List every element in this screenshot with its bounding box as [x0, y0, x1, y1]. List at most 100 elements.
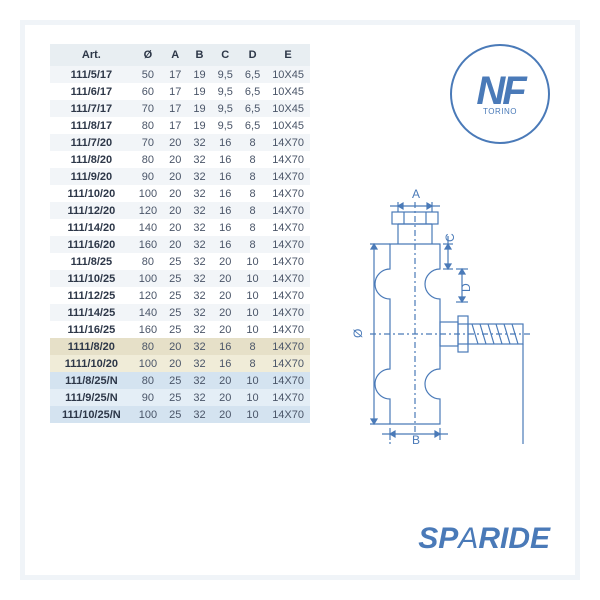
table-cell: 111/10/25 — [50, 270, 133, 287]
table-row: 111/9/25/N902532201014X70 — [50, 389, 310, 406]
brand-logo: SPARIDE — [418, 522, 550, 556]
table-cell: 160 — [133, 236, 163, 253]
table-cell: 20 — [212, 287, 239, 304]
table-cell: 70 — [133, 100, 163, 117]
table-cell: 19 — [187, 117, 211, 134]
table-row: 111/12/20120203216814X70 — [50, 202, 310, 219]
table-cell: 10 — [239, 321, 266, 338]
table-row: 111/8/25/N802532201014X70 — [50, 372, 310, 389]
table-cell: 14X70 — [266, 134, 310, 151]
table-row: 111/7/177017199,56,510X45 — [50, 100, 310, 117]
table-cell: 20 — [163, 151, 187, 168]
table-cell: 111/12/25 — [50, 287, 133, 304]
table-cell: 9,5 — [212, 117, 239, 134]
table-cell: 17 — [163, 83, 187, 100]
table-cell: 120 — [133, 287, 163, 304]
table-cell: 32 — [187, 389, 211, 406]
table-cell: 1111/10/20 — [50, 355, 133, 372]
table-cell: 140 — [133, 219, 163, 236]
table-cell: 9,5 — [212, 83, 239, 100]
table-cell: 14X70 — [266, 185, 310, 202]
table-cell: 111/7/17 — [50, 100, 133, 117]
table-row: 1111/8/2080203216814X70 — [50, 338, 310, 355]
table-cell: 32 — [187, 270, 211, 287]
table-cell: 80 — [133, 253, 163, 270]
table-cell: 20 — [163, 134, 187, 151]
table-cell: 100 — [133, 355, 163, 372]
table-cell: 8 — [239, 236, 266, 253]
table-cell: 100 — [133, 185, 163, 202]
table-cell: 111/7/20 — [50, 134, 133, 151]
table-cell: 111/9/20 — [50, 168, 133, 185]
table-cell: 16 — [212, 236, 239, 253]
table-cell: 14X70 — [266, 338, 310, 355]
table-cell: 111/8/20 — [50, 151, 133, 168]
table-cell: 1111/8/20 — [50, 338, 133, 355]
table-cell: 20 — [212, 389, 239, 406]
table-cell: 25 — [163, 287, 187, 304]
table-cell: 10 — [239, 287, 266, 304]
table-cell: 19 — [187, 66, 211, 83]
table-cell: 32 — [187, 253, 211, 270]
table-row: 111/6/176017199,56,510X45 — [50, 83, 310, 100]
table-row: 111/9/2090203216814X70 — [50, 168, 310, 185]
table-cell: 16 — [212, 168, 239, 185]
table-cell: 14X70 — [266, 321, 310, 338]
table-cell: 32 — [187, 134, 211, 151]
col-art: Art. — [50, 44, 133, 66]
table-cell: 32 — [187, 202, 211, 219]
table-cell: 20 — [163, 219, 187, 236]
table-cell: 111/14/25 — [50, 304, 133, 321]
table-cell: 32 — [187, 321, 211, 338]
table-cell: 80 — [133, 151, 163, 168]
table-cell: 8 — [239, 338, 266, 355]
table-cell: 80 — [133, 117, 163, 134]
table-cell: 20 — [212, 406, 239, 423]
table-cell: 25 — [163, 372, 187, 389]
table-row: 111/10/25/N1002532201014X70 — [50, 406, 310, 423]
table-row: 111/14/20140203216814X70 — [50, 219, 310, 236]
table-cell: 111/8/25/N — [50, 372, 133, 389]
table-cell: 14X70 — [266, 270, 310, 287]
table-cell: 16 — [212, 134, 239, 151]
table-cell: 25 — [163, 321, 187, 338]
table-cell: 111/5/17 — [50, 66, 133, 83]
table-cell: 14X70 — [266, 236, 310, 253]
table-cell: 17 — [163, 100, 187, 117]
table-cell: 111/16/25 — [50, 321, 133, 338]
table-cell: 20 — [212, 304, 239, 321]
table-row: 111/16/251602532201014X70 — [50, 321, 310, 338]
table-row: 111/12/251202532201014X70 — [50, 287, 310, 304]
table-cell: 14X70 — [266, 372, 310, 389]
col-d: D — [239, 44, 266, 66]
table-cell: 16 — [212, 355, 239, 372]
table-cell: 17 — [163, 117, 187, 134]
table-cell: 17 — [163, 66, 187, 83]
table-cell: 8 — [239, 202, 266, 219]
table-cell: 25 — [163, 270, 187, 287]
table-cell: 100 — [133, 406, 163, 423]
table-cell: 111/14/20 — [50, 219, 133, 236]
table-row: 111/14/251402532201014X70 — [50, 304, 310, 321]
col-c: C — [212, 44, 239, 66]
table-body: 111/5/175017199,56,510X45111/6/176017199… — [50, 66, 310, 423]
table-cell: 32 — [187, 151, 211, 168]
table-cell: 14X70 — [266, 168, 310, 185]
col-diam: Ø — [133, 44, 163, 66]
dim-label-b: B — [412, 433, 420, 444]
table-cell: 14X70 — [266, 151, 310, 168]
table-cell: 8 — [239, 355, 266, 372]
table-cell: 60 — [133, 83, 163, 100]
content-area: Art. Ø A B C D E 111/5/175017199,56,510X… — [50, 44, 550, 556]
table-cell: 9,5 — [212, 66, 239, 83]
table-cell: 111/6/17 — [50, 83, 133, 100]
table-cell: 16 — [212, 185, 239, 202]
table-cell: 25 — [163, 304, 187, 321]
table-cell: 70 — [133, 134, 163, 151]
table-cell: 6,5 — [239, 117, 266, 134]
table-cell: 32 — [187, 338, 211, 355]
col-e: E — [266, 44, 310, 66]
table-row: 111/16/20160203216814X70 — [50, 236, 310, 253]
table-cell: 19 — [187, 83, 211, 100]
col-b: B — [187, 44, 211, 66]
